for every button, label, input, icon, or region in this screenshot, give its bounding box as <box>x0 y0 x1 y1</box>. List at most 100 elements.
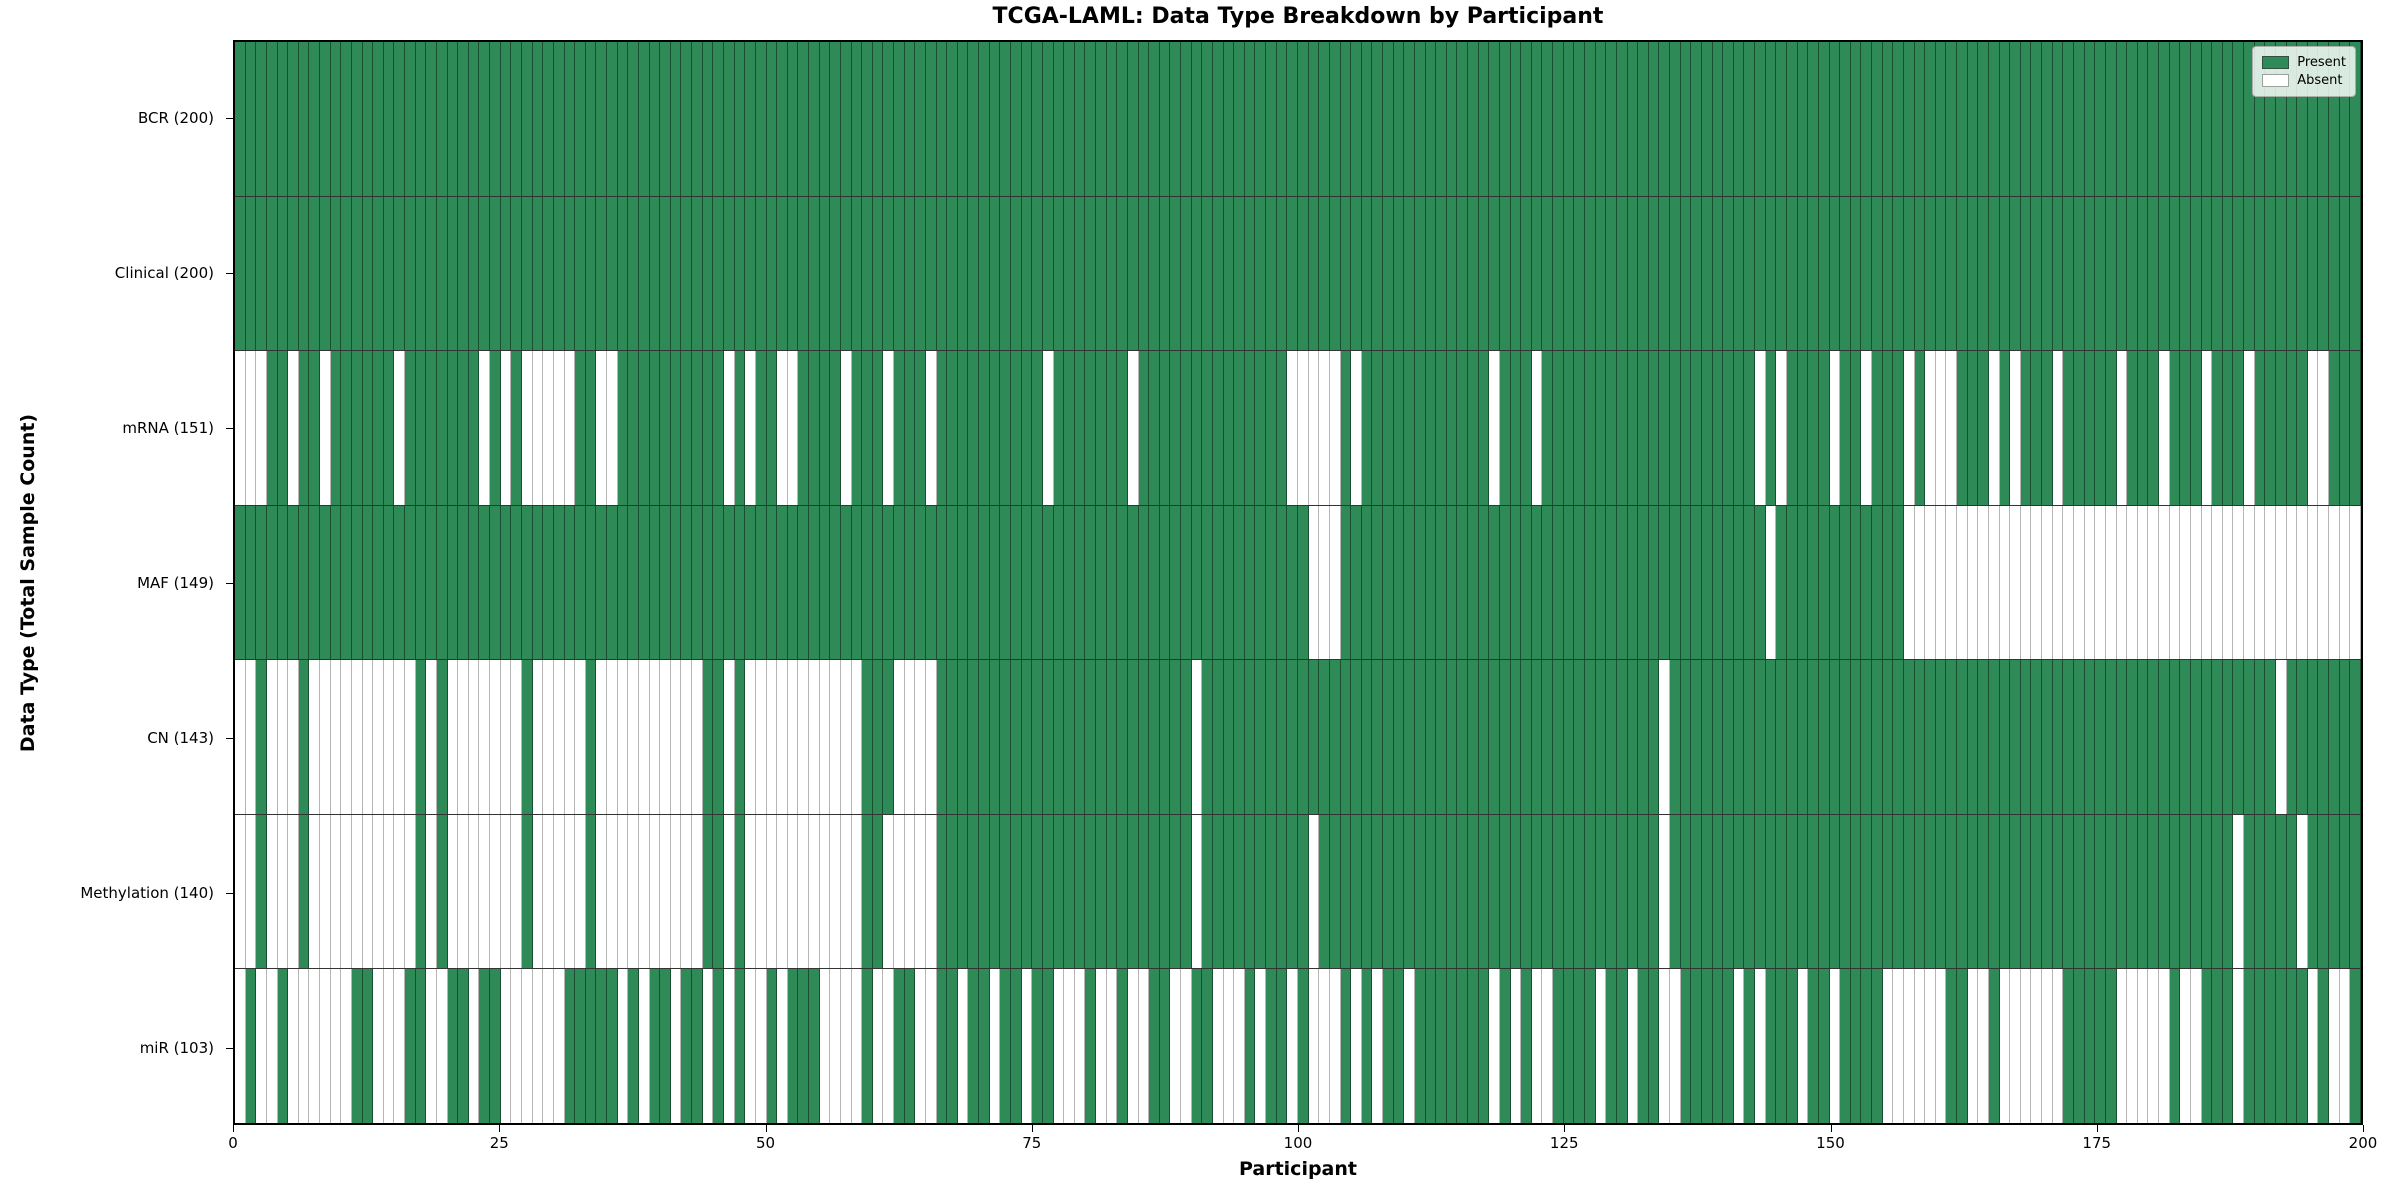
cell-present <box>415 660 427 814</box>
cell-present <box>692 351 703 505</box>
cell-absent <box>564 660 576 814</box>
cell-present <box>468 42 480 196</box>
cell-present <box>2297 969 2308 1124</box>
cell-absent <box>532 660 544 814</box>
cell-present <box>1999 42 2011 196</box>
cell-present <box>1542 505 1554 660</box>
cell-present <box>1957 969 1968 1124</box>
cell-present <box>1223 814 1235 969</box>
cell-present <box>904 351 916 505</box>
cell-present <box>734 351 746 505</box>
cell-present <box>1085 814 1097 969</box>
cell-present <box>1786 660 1798 814</box>
cell-absent <box>745 660 756 814</box>
cell-present <box>2265 969 2276 1124</box>
cell-present <box>468 505 480 660</box>
cell-present <box>1510 351 1522 505</box>
cell-present <box>2148 42 2160 196</box>
cell-absent <box>607 660 618 814</box>
cell-present <box>1053 351 1065 505</box>
cell-present <box>638 351 650 505</box>
cell-present <box>1935 814 1947 969</box>
cell-present <box>1840 505 1851 660</box>
cell-present <box>787 196 799 351</box>
cell-present <box>798 196 810 351</box>
cell-absent <box>543 351 554 505</box>
cell-present <box>277 196 289 351</box>
cell-present <box>553 196 565 351</box>
cell-present <box>2159 660 2170 814</box>
cell-present <box>2265 42 2276 196</box>
y-tick-mark <box>226 272 233 274</box>
cell-present <box>468 196 480 351</box>
cell-present <box>1266 351 1277 505</box>
cell-present <box>1776 196 1787 351</box>
cell-present <box>1595 660 1607 814</box>
cell-present <box>1446 351 1458 505</box>
cell-present <box>1670 42 1681 196</box>
legend-entry-present: Present <box>2262 55 2346 70</box>
cell-present <box>1606 196 1617 351</box>
cell-present <box>1372 196 1384 351</box>
cell-present <box>1202 969 1213 1124</box>
cell-present <box>755 351 767 505</box>
cell-present <box>320 196 331 351</box>
cell-absent <box>2318 505 2330 660</box>
cell-present <box>766 505 778 660</box>
cell-absent <box>830 660 841 814</box>
cell-present <box>2233 660 2245 814</box>
cell-present <box>1170 814 1182 969</box>
cell-present <box>1096 814 1107 969</box>
cell-present <box>1510 660 1522 814</box>
cell-present <box>1404 814 1415 969</box>
cell-present <box>968 814 980 969</box>
cell-absent <box>638 814 650 969</box>
cell-present <box>1404 660 1415 814</box>
cell-present <box>1521 505 1532 660</box>
cell-absent <box>543 660 554 814</box>
cell-present <box>979 196 990 351</box>
cell-present <box>1595 196 1607 351</box>
cell-present <box>1414 505 1426 660</box>
cell-present <box>405 351 416 505</box>
cell-absent <box>2159 351 2170 505</box>
cell-absent <box>479 351 491 505</box>
cell-present <box>373 42 384 196</box>
cell-present <box>522 196 533 351</box>
cell-absent <box>819 969 831 1124</box>
cell-present <box>1340 351 1352 505</box>
cell-present <box>1723 42 1734 196</box>
x-tick-label: 0 <box>228 1134 238 1152</box>
cell-present <box>1606 660 1617 814</box>
cell-present <box>2201 196 2213 351</box>
cell-absent <box>1946 505 1958 660</box>
cell-present <box>1733 42 1745 196</box>
cell-absent <box>1829 351 1841 505</box>
cell-present <box>1850 196 1862 351</box>
cell-absent <box>1404 969 1415 1124</box>
cell-absent <box>511 814 522 969</box>
cell-absent <box>777 969 788 1124</box>
cell-present <box>1340 42 1352 196</box>
cell-present <box>1840 351 1851 505</box>
y-tick-label: BCR (200) <box>137 108 214 127</box>
cell-present <box>745 196 756 351</box>
cell-present <box>915 196 926 351</box>
cell-present <box>968 351 980 505</box>
cell-present <box>830 42 841 196</box>
cell-present <box>617 505 629 660</box>
cell-present <box>1606 505 1617 660</box>
cell-present <box>1755 42 1766 196</box>
cell-present <box>2084 42 2096 196</box>
cell-present <box>1638 505 1649 660</box>
cell-present <box>894 196 905 351</box>
cell-present <box>362 505 374 660</box>
cell-present <box>1457 42 1469 196</box>
cell-present <box>883 660 895 814</box>
cell-present <box>1234 196 1245 351</box>
cell-present <box>872 814 884 969</box>
cell-present <box>1765 196 1777 351</box>
cell-present <box>298 505 310 660</box>
cell-present <box>1287 42 1298 196</box>
cell-absent <box>2339 505 2351 660</box>
